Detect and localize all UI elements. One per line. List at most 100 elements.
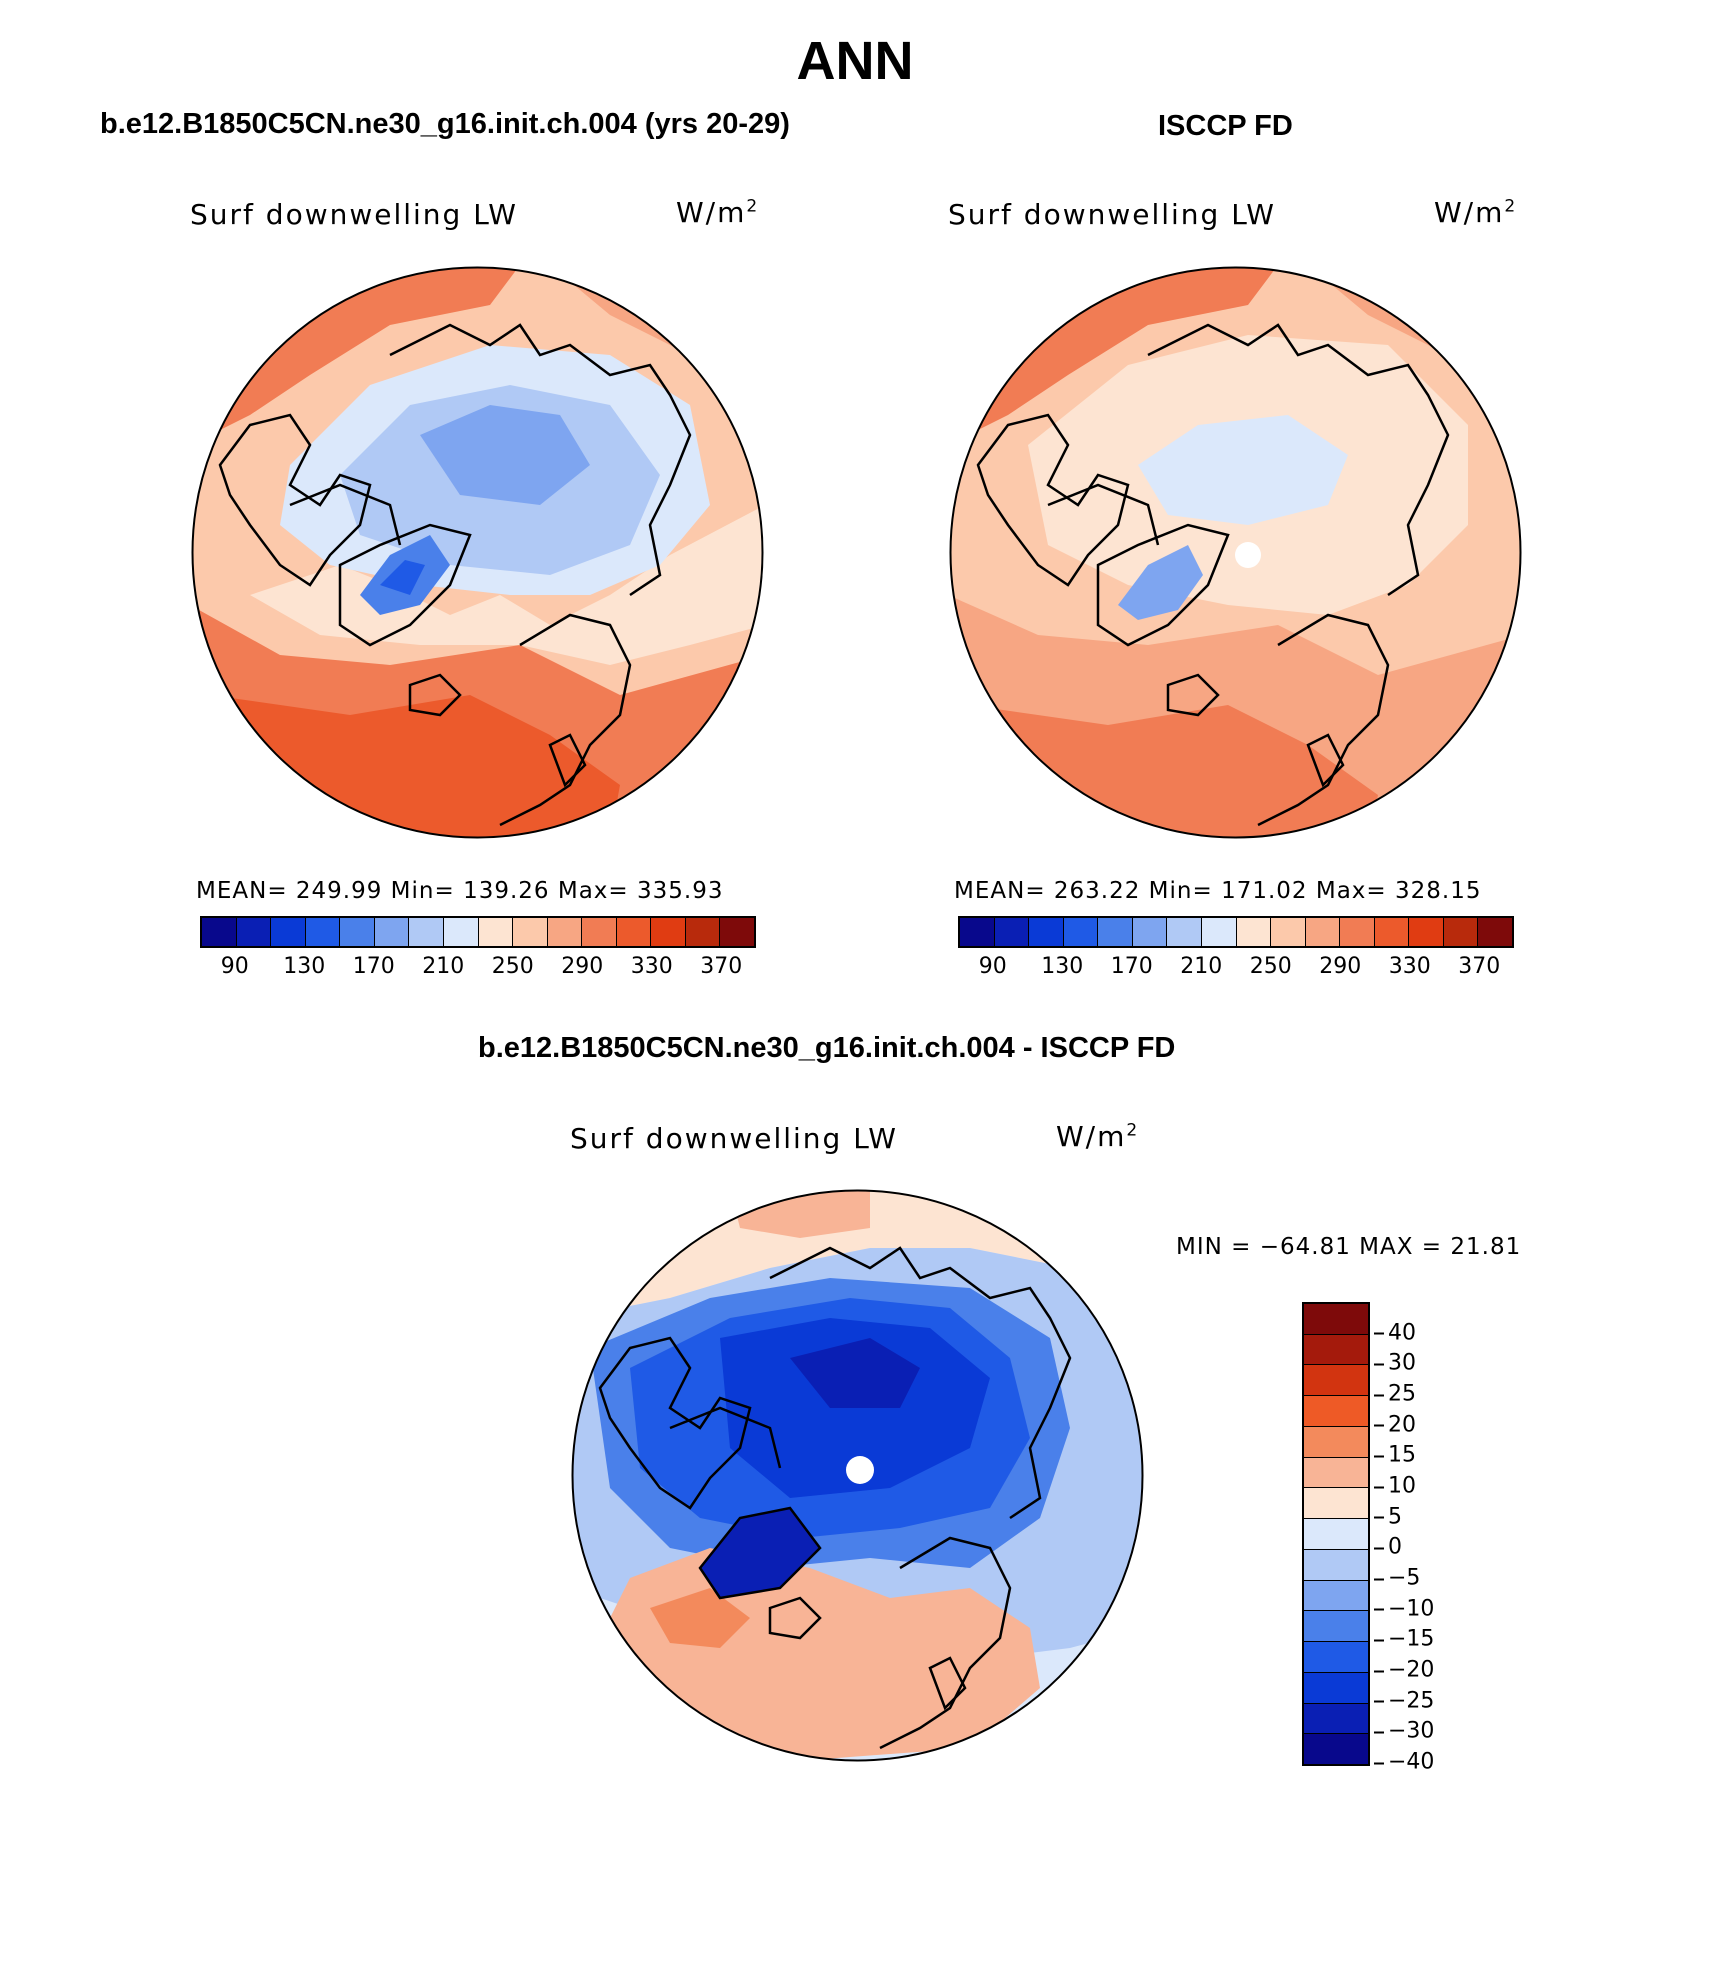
obs-coastlines xyxy=(976,323,1450,827)
obs-stats: MEAN= 263.22 Min= 171.02 Max= 328.15 xyxy=(954,878,1482,904)
diff-colorbar-swatch-3 xyxy=(1304,1396,1368,1427)
obs-field-greenland xyxy=(1118,545,1203,620)
diff-colorbar-swatch-13 xyxy=(1304,1703,1368,1735)
diff-colorbar-tick-label: −40 xyxy=(1373,1749,1435,1775)
obs-map-border xyxy=(949,266,1522,839)
obs-units-label: W/m2 xyxy=(1434,196,1518,229)
diff-map-border xyxy=(571,1189,1144,1762)
diff-colorbar-tick-label: 0 xyxy=(1374,1534,1402,1560)
obs-field-polar-inner xyxy=(1138,415,1348,525)
obs-colorbar-swatch-5 xyxy=(1132,918,1168,946)
obs-panel-header: ISCCP FD xyxy=(1158,110,1293,142)
obs-colorbar-swatch-9 xyxy=(1271,918,1306,946)
model-colorbar-tick-label: 290 xyxy=(561,954,604,979)
model-colorbar-swatch-15 xyxy=(720,918,754,946)
obs-colorbar-swatch-1 xyxy=(994,918,1030,946)
diff-colorbar xyxy=(1302,1302,1370,1766)
obs-colorbar-swatch-15 xyxy=(1478,918,1512,946)
model-colorbar-swatch-6 xyxy=(409,918,444,946)
diff-colorbar-swatch-5 xyxy=(1304,1457,1368,1489)
diff-pole-mask xyxy=(846,1456,874,1484)
diff-colorbar-swatch-8 xyxy=(1304,1549,1368,1581)
obs-pole-mask xyxy=(1235,542,1261,568)
diff-colorbar-tick-label: −5 xyxy=(1373,1565,1421,1591)
obs-colorbar-swatch-10 xyxy=(1305,918,1341,946)
model-colorbar-swatch-13 xyxy=(651,918,686,946)
diff-colorbar-swatch-1 xyxy=(1304,1334,1368,1366)
model-colorbar-swatch-10 xyxy=(547,918,583,946)
model-colorbar-tick-label: 330 xyxy=(630,954,673,979)
model-variable-label: Surf downwelling LW xyxy=(190,198,518,231)
model-colorbar-swatch-1 xyxy=(236,918,272,946)
model-field-arctic-core xyxy=(420,405,590,505)
obs-colorbar-swatch-12 xyxy=(1374,918,1410,946)
obs-colorbar-tick-label: 370 xyxy=(1458,954,1501,979)
diff-colorbar-tick-label: 15 xyxy=(1374,1442,1416,1468)
model-map-border xyxy=(191,266,764,839)
obs-colorbar-tick-label: 290 xyxy=(1319,954,1362,979)
obs-colorbar-swatch-8 xyxy=(1236,918,1272,946)
model-colorbar-swatch-7 xyxy=(443,918,479,946)
model-colorbar-tick-label: 250 xyxy=(491,954,534,979)
diff-colorbar-tick-label: −25 xyxy=(1373,1688,1435,1714)
model-colorbar-swatch-2 xyxy=(271,918,306,946)
diff-polar-map xyxy=(570,1188,1145,1763)
obs-colorbar-tick-label: 330 xyxy=(1388,954,1431,979)
diff-field-arctic-core xyxy=(790,1338,920,1408)
obs-colorbar-swatch-14 xyxy=(1443,918,1479,946)
obs-colorbar-swatch-7 xyxy=(1201,918,1237,946)
model-polar-map xyxy=(190,265,765,840)
obs-colorbar-swatch-4 xyxy=(1098,918,1133,946)
diff-colorbar-ticks: 40 30 25 20 15 10 5 0 −5 −10 −15 −20 −25 −30 −40 xyxy=(1373,1302,1468,1775)
diff-colorbar-swatch-14 xyxy=(1304,1734,1368,1765)
diff-panel-header: b.e12.B1850C5CN.ne30_g16.init.ch.004 - I… xyxy=(478,1032,1176,1064)
diff-colorbar-swatch-10 xyxy=(1304,1611,1368,1643)
model-field-midlat-band xyxy=(250,505,763,665)
obs-colorbar-swatch-6 xyxy=(1167,918,1202,946)
obs-variable-label: Surf downwelling LW xyxy=(948,198,1276,231)
obs-colorbar-swatch-13 xyxy=(1409,918,1444,946)
diff-colorbar-tick-label: 10 xyxy=(1374,1473,1416,1499)
diff-coastlines xyxy=(598,1246,1072,1750)
obs-colorbar-swatch-3 xyxy=(1063,918,1099,946)
obs-colorbar: 90 130 170 210 250 290 330 370 xyxy=(958,916,1514,982)
model-coastlines xyxy=(218,323,692,827)
model-colorbar-tick-label: 210 xyxy=(422,954,465,979)
diff-colorbar-tick-label: 25 xyxy=(1374,1381,1416,1407)
model-colorbar-swatch-9 xyxy=(513,918,548,946)
diff-colorbar-tick-label: 20 xyxy=(1374,1412,1416,1438)
obs-colorbar-tick-label: 210 xyxy=(1180,954,1223,979)
obs-colorbar-swatch-0 xyxy=(960,918,995,946)
diff-colorbar-tick-label: −20 xyxy=(1373,1657,1435,1683)
diff-colorbar-swatch-0 xyxy=(1304,1304,1368,1335)
obs-colorbar-tick-label: 170 xyxy=(1110,954,1153,979)
diff-variable-label: Surf downwelling LW xyxy=(570,1122,898,1155)
model-colorbar-tick-label: 90 xyxy=(220,954,249,979)
diff-stats: MIN = −64.81 MAX = 21.81 xyxy=(1176,1234,1522,1260)
obs-colorbar-swatch-2 xyxy=(1029,918,1064,946)
model-colorbar-swatch-12 xyxy=(616,918,652,946)
diff-colorbar-tick-label: 30 xyxy=(1374,1350,1416,1376)
diff-units-label: W/m2 xyxy=(1056,1120,1140,1153)
diff-colorbar-swatch-2 xyxy=(1304,1365,1368,1397)
obs-colorbar-tick-label: 90 xyxy=(978,954,1007,979)
model-colorbar-swatch-3 xyxy=(305,918,341,946)
model-colorbar-tick-label: 130 xyxy=(283,954,326,979)
model-colorbar-tick-label: 170 xyxy=(352,954,395,979)
diff-colorbar-swatch-12 xyxy=(1304,1672,1368,1704)
obs-colorbar-tick-label: 250 xyxy=(1249,954,1292,979)
obs-colorbar-swatch-11 xyxy=(1340,918,1375,946)
diff-colorbar-swatch-6 xyxy=(1304,1488,1368,1520)
model-colorbar-swatch-14 xyxy=(685,918,721,946)
diff-colorbar-tick-label: −30 xyxy=(1373,1718,1435,1744)
obs-polar-map xyxy=(948,265,1523,840)
diff-colorbar-swatch-7 xyxy=(1304,1519,1368,1550)
obs-colorbar-tick-label: 130 xyxy=(1041,954,1084,979)
model-units-label: W/m2 xyxy=(676,196,760,229)
model-colorbar-swatch-4 xyxy=(340,918,375,946)
diff-colorbar-swatch-9 xyxy=(1304,1580,1368,1612)
diff-field-atlantic-warm xyxy=(650,1588,750,1648)
figure-title: ANN xyxy=(796,31,914,91)
diff-colorbar-tick-label: 40 xyxy=(1374,1320,1416,1346)
model-colorbar-swatch-11 xyxy=(582,918,617,946)
